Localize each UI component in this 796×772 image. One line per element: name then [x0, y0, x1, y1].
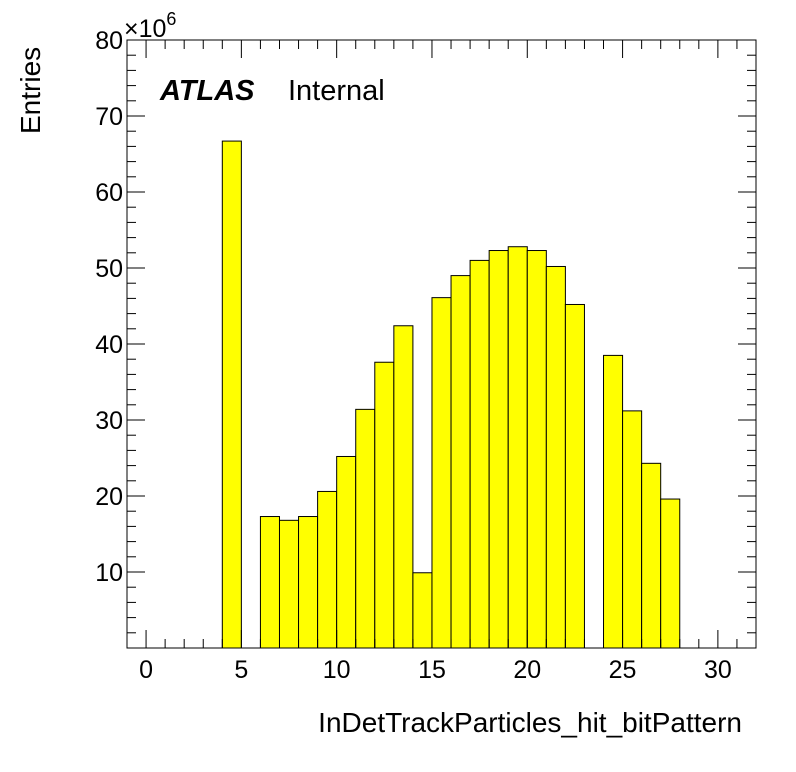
histogram-bar-4: [221, 140, 242, 649]
y-tick-label-2: 30: [95, 407, 123, 435]
histogram-bar-8: [298, 516, 319, 649]
histogram-bar-6: [259, 516, 280, 649]
x-tick-label-4: 20: [513, 656, 541, 684]
x-tick-label-6: 30: [704, 656, 732, 684]
histogram-bar-20: [526, 250, 547, 649]
histogram-bar-24: [603, 354, 624, 649]
x-tick-label-5: 25: [609, 656, 637, 684]
x-tick-label-3: 15: [418, 656, 446, 684]
histogram-bar-13: [393, 325, 414, 649]
histogram-bar-21: [545, 265, 566, 649]
atlas-label: ATLAS: [159, 75, 255, 107]
y-tick-label-4: 50: [95, 255, 123, 283]
histogram-bar-9: [317, 490, 338, 649]
bars-layer: [221, 140, 681, 649]
internal-label: Internal: [288, 75, 385, 107]
x-axis-title: InDetTrackParticles_hit_bitPattern: [318, 707, 742, 738]
histogram-bar-11: [355, 408, 376, 649]
histogram-bar-27: [660, 498, 681, 649]
y-axis-title: Entries: [15, 47, 46, 134]
histogram-bar-12: [374, 361, 395, 649]
labels-layer: 0 5 10 15 20 25 30 10 20 30 40 50 60 70 80: [95, 27, 732, 684]
plot-frame: [126, 39, 757, 649]
histogram-bar-17: [469, 259, 490, 649]
x-tick-label-2: 10: [323, 656, 351, 684]
y-tick-label-1: 20: [95, 483, 123, 511]
y-tick-label-5: 60: [95, 179, 123, 207]
x-tick-label-1: 5: [234, 656, 248, 684]
y-multiplier-exponent: 6: [166, 9, 176, 29]
y-tick-label-7: 80: [95, 27, 123, 55]
y-multiplier: ×106: [124, 9, 176, 43]
histogram-bar-26: [641, 462, 662, 649]
histogram-bar-10: [336, 455, 357, 649]
histogram-bar-25: [622, 410, 643, 649]
y-tick-label-3: 40: [95, 331, 123, 359]
x-tick-label-0: 0: [139, 656, 153, 684]
histogram-bar-14: [412, 572, 433, 649]
histogram-bar-22: [564, 303, 585, 649]
histogram-bar-15: [431, 297, 452, 649]
y-multiplier-base: ×10: [124, 15, 166, 43]
y-tick-label-6: 70: [95, 103, 123, 131]
histogram-bar-18: [488, 250, 509, 649]
histogram-bar-7: [278, 519, 300, 649]
histogram-bar-19: [507, 246, 528, 649]
y-tick-label-0: 10: [95, 559, 123, 587]
histogram-bar-16: [450, 275, 471, 649]
